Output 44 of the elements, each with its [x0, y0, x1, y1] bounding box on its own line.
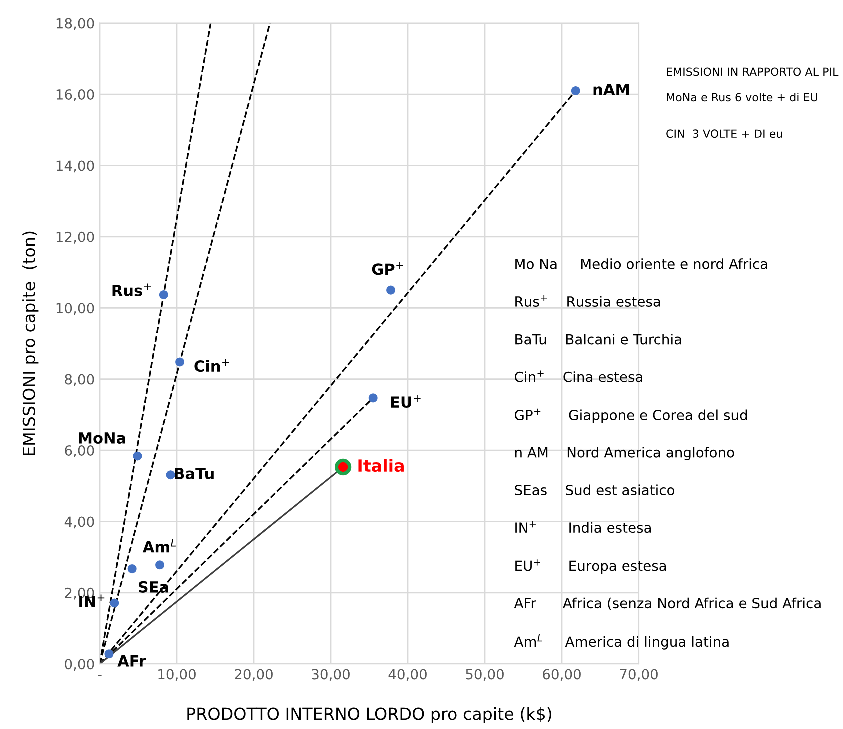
annotation: AFr Africa (senza Nord Africa e Sud Africa — [514, 598, 821, 610]
annotation: nAM — [594, 84, 630, 96]
y-tick-label: 4,00 — [64, 516, 94, 529]
x-tick-label: 60,00 — [543, 669, 581, 682]
annotation: n AM Nord America anglofono — [515, 447, 734, 461]
annotation: Am$^{L}$ — [142, 538, 176, 553]
x-tick-label: 40,00 — [388, 669, 427, 682]
annotation: MoNa — [79, 432, 126, 444]
annotation: AFr — [118, 656, 146, 667]
y-tick-label: 18,00 — [56, 18, 94, 30]
x-tick-label: 10,00 — [158, 669, 196, 682]
annotation: BaTu Balcani e Turchia — [516, 334, 682, 345]
text: MoNa e Rus 6 volte + di EU — [667, 93, 818, 102]
text: Am$^{L}$ America di lingua latina — [514, 634, 729, 650]
text: GP$^{+}$ Giappone e Corea del sud — [515, 408, 748, 424]
y-tick-label: 14,00 — [56, 160, 94, 173]
annotation: Cin$^{+}$ — [194, 359, 230, 372]
annotation: BaTu — [175, 468, 214, 480]
annotation: SEas Sud est asiatico — [515, 484, 675, 496]
x-tick-label: 20,00 — [235, 669, 273, 682]
y-tick-label: 0,00 — [65, 659, 94, 672]
x-tick-label: 70,00 — [620, 669, 658, 682]
text: EU$^{+}$ Europa estesa — [516, 560, 666, 574]
y-tick-label: 16,00 — [56, 89, 94, 102]
annotation: SEa — [138, 581, 168, 593]
text: Rus$^{+}$ Russia estesa — [516, 295, 660, 307]
x-tick-label: 50,00 — [466, 669, 504, 682]
annotation: Rus$^{+}$ — [112, 284, 152, 296]
x-tick-label: 30,00 — [312, 669, 350, 682]
y-tick-label: 8,00 — [65, 374, 94, 386]
text: IN$^{+}$ India estesa — [516, 521, 652, 534]
annotation: Mo Na Medio oriente e nord Africa — [516, 258, 768, 270]
x-tick-label: - — [98, 675, 102, 676]
y-axis-title: EMISSIONI pro capite (ton) — [22, 232, 39, 456]
annotation: GP$^{+}$ — [372, 262, 404, 276]
annotation: EU$^{+}$ — [391, 395, 421, 408]
y-tick-label: 12,00 — [56, 232, 94, 244]
text: Cin$^{+}$ Cina estesa — [515, 370, 642, 382]
x-axis-title: PRODOTTO INTERNO LORDO pro capite (k$) — [188, 707, 552, 724]
y-tick-label: 10,00 — [56, 303, 94, 316]
text: EMISSIONI IN RAPPORTO AL PIL — [667, 68, 839, 76]
series-label: Italia — [358, 459, 404, 472]
y-tick-label: 6,00 — [65, 445, 94, 458]
text: CIN 3 VOLTE + DI eu — [666, 130, 782, 138]
